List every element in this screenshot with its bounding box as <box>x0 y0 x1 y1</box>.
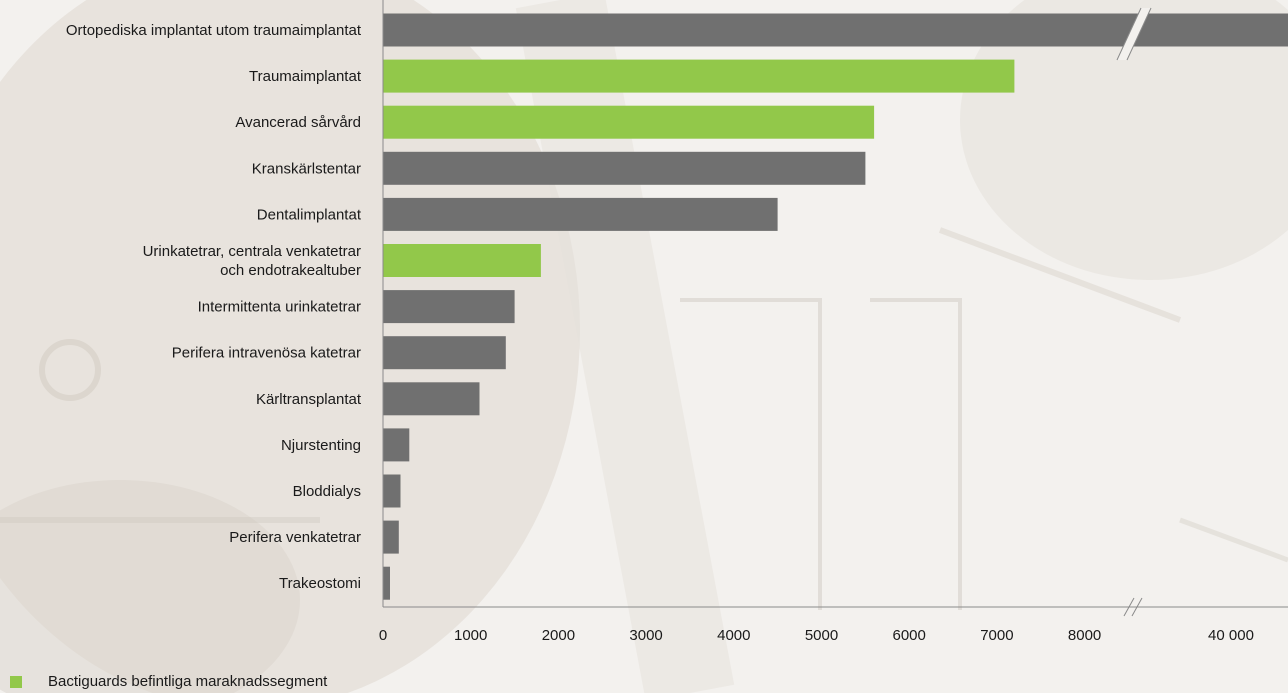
bar-break-mark <box>1116 7 1142 61</box>
bar-kranskarlstentar <box>383 151 866 185</box>
x-tick-label-1000: 1000 <box>454 627 487 644</box>
legend-swatch <box>10 675 22 688</box>
bar-break-mark <box>1126 7 1152 61</box>
bar-trakeostomi <box>383 566 390 600</box>
bar-ortopediska-implantat-utom-traumaimplantat <box>383 13 1288 47</box>
x-axis-break-mark <box>1131 597 1143 617</box>
category-label-perifera-intravenosa-katetrar: Perifera intravenösa katetrar <box>172 345 361 362</box>
bar-avancerad-sarvard <box>383 105 875 139</box>
category-label-trakeostomi: Trakeostomi <box>279 575 361 592</box>
x-tick-label-8000: 8000 <box>1068 627 1101 644</box>
legend-label: Bactiguards befintliga maraknadssegment <box>48 673 328 690</box>
bar-njurstenting <box>383 428 410 462</box>
bar-traumaimplantat <box>383 59 1015 93</box>
bar-intermittenta-urinkatetrar <box>383 290 515 324</box>
x-tick-label-6000: 6000 <box>893 627 926 644</box>
x-axis-break-mark <box>1123 597 1135 617</box>
category-label-avancerad-sarvard: Avancerad sårvård <box>235 114 361 131</box>
category-label-traumaimplantat: Traumaimplantat <box>249 68 362 85</box>
x-tick-label-3000: 3000 <box>629 627 662 644</box>
bar-perifera-venkatetrar <box>383 520 399 554</box>
category-label-urinkatetrar-centrala-venkatetrar-och-endotrakealtuber: Urinkatetrar, centrala venkatetrar och en… <box>143 243 361 279</box>
bar-urinkatetrar-centrala-venkatetrar-och-endotrakealtuber <box>383 244 541 277</box>
axis-break-marks <box>1116 7 1152 617</box>
x-tick-label-0: 0 <box>379 627 387 644</box>
category-label-karltransplantat: Kärltransplantat <box>256 391 362 408</box>
category-labels: Ortopediska implantat utom traumaimplant… <box>66 22 362 592</box>
bar-perifera-intravenosa-katetrar <box>383 336 506 370</box>
x-tick-labels: 0 1000 2000 3000 4000 5000 6000 7000 8000 40 000 <box>379 627 1254 644</box>
category-label-perifera-venkatetrar: Perifera venkatetrar <box>229 529 361 546</box>
category-label-intermittenta-urinkatetrar: Intermittenta urinkatetrar <box>198 299 361 316</box>
x-tick-label-4000: 4000 <box>717 627 750 644</box>
category-label-bloddialys: Bloddialys <box>293 483 361 500</box>
bars-group <box>383 13 1288 600</box>
category-label-dentalimplantat: Dentalimplantat <box>257 206 362 223</box>
category-label-njurstenting: Njurstenting <box>281 437 361 454</box>
x-tick-label-5000: 5000 <box>805 627 838 644</box>
bar-dentalimplantat <box>383 197 778 231</box>
x-tick-label-7000: 7000 <box>980 627 1013 644</box>
legend: Bactiguards befintliga maraknadssegment <box>10 673 327 690</box>
x-tick-label-40-000: 40 000 <box>1208 627 1254 644</box>
bar-break-gap <box>1117 8 1151 60</box>
bar-bloddialys <box>383 474 401 508</box>
category-label-kranskarlstentar: Kranskärlstentar <box>252 160 361 177</box>
bar-karltransplantat <box>383 382 480 416</box>
x-tick-label-2000: 2000 <box>542 627 575 644</box>
category-label-ortopediska-implantat-utom-traumaimplantat: Ortopediska implantat utom traumaimplant… <box>66 22 362 39</box>
